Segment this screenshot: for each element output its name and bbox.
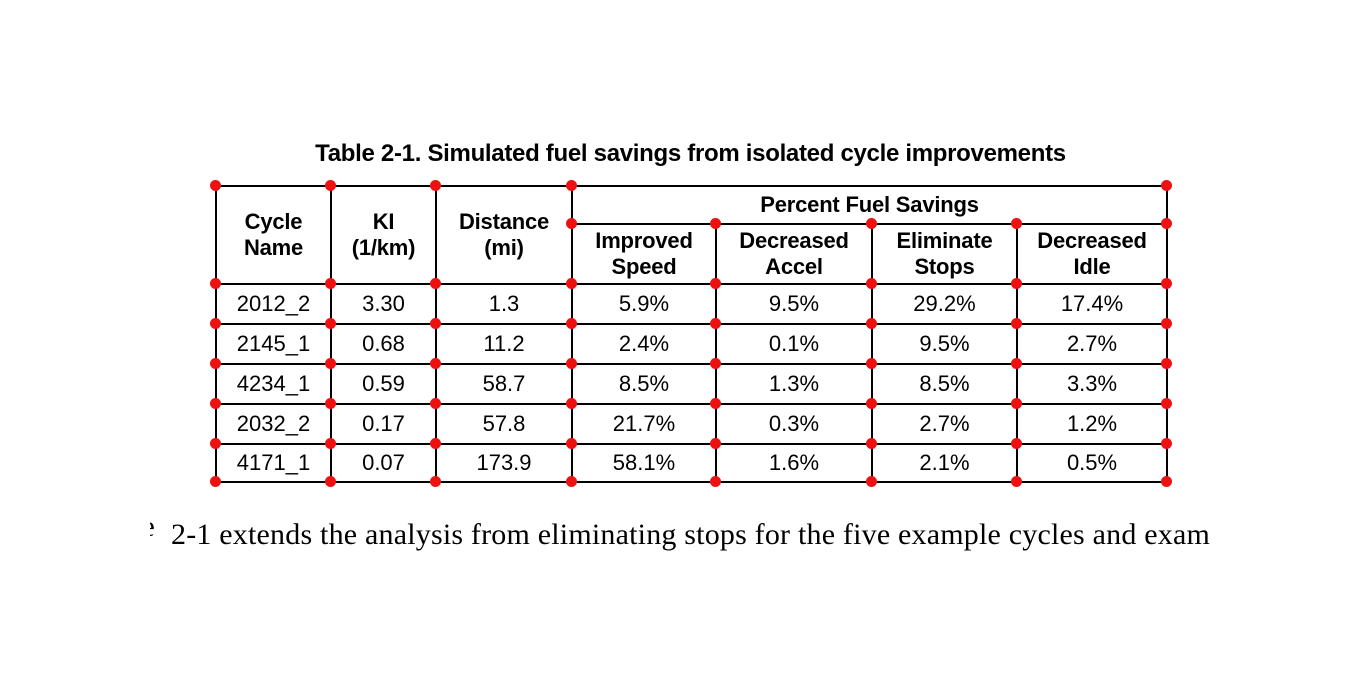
cell-distance: 57.8 [435,403,573,445]
table-row: 2032_2 0.17 57.8 21.7% 0.3% 2.7% 1.2% [215,403,1169,445]
table-row: 4171_1 0.07 173.9 58.1% 1.6% 2.1% 0.5% [215,443,1169,483]
cell-decreased-idle: 3.3% [1015,363,1169,405]
cell-distance: 173.9 [435,443,573,483]
body-text-line: 2-1 extends the analysis from eliminatin… [171,518,1210,551]
cell-improved-speed: 58.1% [571,443,717,483]
cell-eliminate-stops: 29.2% [871,283,1018,325]
cell-cycle-name: 2032_2 [215,403,332,445]
cell-eliminate-stops: 2.7% [871,403,1018,445]
clipped-word-fragment: e [150,514,155,544]
cell-ki: 0.68 [330,323,437,365]
cell-ki: 0.59 [330,363,437,405]
col-header-ki: KI (1/km) [330,185,437,285]
cell-decreased-idle: 0.5% [1015,443,1169,483]
col-header-decreased-idle: Decreased Idle [1015,223,1169,285]
table-caption: Table 2-1. Simulated fuel savings from i… [315,140,1066,167]
cell-improved-speed: 5.9% [571,283,717,325]
cell-distance: 58.7 [435,363,573,405]
col-header-improved-speed: Improved Speed [571,223,717,285]
cell-improved-speed: 8.5% [571,363,717,405]
cell-eliminate-stops: 8.5% [871,363,1018,405]
cell-eliminate-stops: 2.1% [871,443,1018,483]
cell-decreased-accel: 0.3% [715,403,873,445]
cell-cycle-name: 4234_1 [215,363,332,405]
group-header-percent-fuel-savings: Percent Fuel Savings [570,185,1169,225]
cell-decreased-accel: 1.6% [715,443,873,483]
cell-decreased-idle: 2.7% [1015,323,1169,365]
cell-distance: 11.2 [435,323,573,365]
cell-decreased-idle: 17.4% [1015,283,1169,325]
cell-ki: 0.07 [330,443,437,483]
cell-decreased-accel: 0.1% [715,323,873,365]
col-header-eliminate-stops: Eliminate Stops [871,223,1018,285]
fuel-savings-table: Cycle Name KI (1/km) Distance (mi) Perce… [215,185,1169,483]
col-header-cycle-name: Cycle Name [215,185,332,285]
col-header-distance: Distance (mi) [435,185,573,285]
cell-decreased-accel: 9.5% [715,283,873,325]
table-row: 4234_1 0.59 58.7 8.5% 1.3% 8.5% 3.3% [215,363,1169,405]
document-body-text: e 2-1 extends the analysis from eliminati… [150,514,1210,552]
cell-decreased-idle: 1.2% [1015,403,1169,445]
table-row: 2012_2 3.30 1.3 5.9% 9.5% 29.2% 17.4% [215,283,1169,325]
cell-improved-speed: 21.7% [571,403,717,445]
cell-cycle-name: 2012_2 [215,283,332,325]
col-header-decreased-accel: Decreased Accel [715,223,873,285]
cell-ki: 3.30 [330,283,437,325]
table-row: 2145_1 0.68 11.2 2.4% 0.1% 9.5% 2.7% [215,323,1169,365]
cell-improved-speed: 2.4% [571,323,717,365]
cell-cycle-name: 4171_1 [215,443,332,483]
cell-ki: 0.17 [330,403,437,445]
cell-cycle-name: 2145_1 [215,323,332,365]
cell-eliminate-stops: 9.5% [871,323,1018,365]
cell-decreased-accel: 1.3% [715,363,873,405]
cell-distance: 1.3 [435,283,573,325]
fuel-savings-table-container: Cycle Name KI (1/km) Distance (mi) Perce… [215,185,1169,483]
